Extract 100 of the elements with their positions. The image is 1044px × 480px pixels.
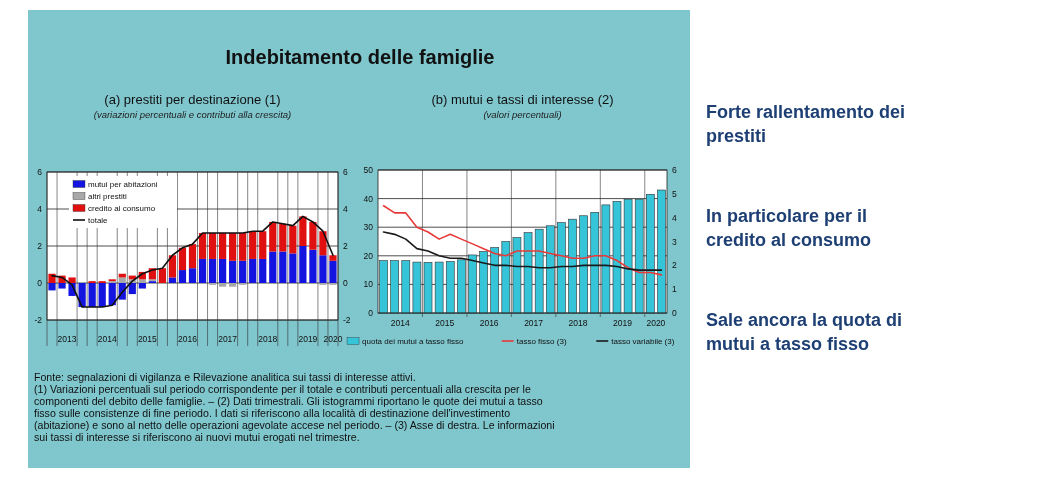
y-tick-label: 0 [37, 278, 43, 288]
bar [198, 258, 207, 283]
chart-title: (b) mutui e tassi di interesse (2) [431, 92, 614, 107]
bar [98, 283, 106, 308]
bar [218, 258, 227, 283]
x-tick-label: 2018 [258, 334, 278, 344]
bar [68, 277, 76, 283]
x-tick-label: 2013 [57, 334, 77, 344]
x-tick-label: 2016 [178, 334, 198, 344]
bar [218, 233, 227, 259]
x-tick-label: 2020 [323, 334, 343, 344]
chart-subtitle: (variazioni percentuali e contributi alla crescita) [93, 109, 292, 120]
legend-label: totale [88, 216, 109, 225]
line-series [382, 231, 663, 271]
y-tick-label: 50 [363, 165, 374, 175]
bar [239, 260, 247, 283]
bar [329, 255, 337, 261]
bar [88, 283, 96, 308]
y-tick-label: 2 [37, 241, 43, 251]
bar [249, 231, 257, 259]
legend-label: altri prestiti [88, 192, 127, 201]
bar [229, 283, 237, 287]
bar [218, 283, 227, 287]
bar [289, 253, 297, 283]
y2-tick-label: 2 [672, 260, 677, 271]
y2-tick-label: 6 [672, 165, 677, 175]
y2-tick-label: 1 [672, 284, 677, 295]
y2-tick-label: 4 [343, 204, 348, 214]
y-tick-label: 6 [37, 167, 43, 177]
y2-tick-label: 6 [343, 167, 348, 177]
text: In particolare per il credito al consumo [706, 206, 872, 250]
bar [319, 231, 327, 256]
bar [309, 221, 317, 250]
bar [309, 249, 317, 283]
bar [269, 221, 277, 252]
bar [534, 228, 544, 314]
x-tick-label: 2020 [646, 318, 666, 328]
bar [479, 251, 488, 314]
legend-label: tasso variabile (3) [611, 337, 675, 346]
line-series [51, 215, 334, 308]
bar [118, 277, 126, 283]
y2-tick-label: 5 [672, 188, 677, 199]
bar [249, 258, 257, 283]
y2-tick-label: 0 [672, 308, 677, 318]
bar [390, 260, 399, 314]
x-tick-label: 2019 [613, 318, 633, 328]
bar [490, 247, 500, 314]
x-tick-label: 2016 [479, 318, 499, 328]
y-tick-label: 10 [363, 279, 374, 290]
y-tick-label: -2 [34, 315, 43, 325]
bar [158, 268, 167, 283]
text: (1) Variazioni percentuali sul periodo corrispondente per il totale e contributi percentuali alla crescita per le componenti del debito delle famiglie. – (2) Dati trimestrali. Gli istogrammi riportano le quote dei mutui a tasso fisso sulle consistenze di fine periodo. I dati si riferiscono alla località di destinazione dell'investimento (abitazione) e sono al netto delle operazioni agevolate accese nel periodo. – (3) Asse di destra. Le informazioni sui tassi di interesse si riferiscono ai nuovi mutui erogati nel trimestre. [34, 383, 555, 443]
y2-tick-label: 4 [672, 212, 677, 223]
x-tick-label: 2017 [524, 318, 544, 328]
source-note: Fonte: segnalazioni di vigilanza e Rilevazione analitica sui tassi di interesse attivi. [34, 371, 416, 383]
bar [178, 270, 187, 283]
x-tick-label: 2015 [435, 318, 455, 328]
text: Indebitamento delle famiglie [225, 46, 495, 68]
y-tick-label: 4 [37, 204, 43, 214]
bar [188, 244, 197, 269]
x-tick-label: 2014 [390, 318, 410, 328]
x-tick-label: 2017 [218, 334, 238, 344]
text: Forte rallentamento dei prestiti [706, 102, 906, 146]
chart-subtitle: (valori percentuali) [483, 109, 562, 120]
bar [279, 251, 287, 283]
bar [168, 277, 177, 283]
bar [138, 279, 146, 283]
bar [188, 268, 197, 283]
y-tick-label: 40 [363, 193, 374, 204]
bar [198, 233, 207, 259]
bar [239, 233, 247, 261]
bar [579, 215, 588, 314]
y-tick-label: 20 [363, 250, 374, 261]
bar [48, 283, 56, 291]
bar [128, 283, 136, 295]
legend-label: mutui per abitazioni [88, 180, 158, 189]
bar [299, 216, 307, 246]
bar [329, 260, 337, 283]
bar [269, 251, 277, 283]
bar [58, 283, 66, 289]
y2-tick-label: 0 [343, 278, 348, 288]
bar [259, 258, 267, 283]
chart-title: (a) prestiti per destinazione (1) [104, 92, 281, 107]
bar [168, 255, 177, 278]
bar [208, 233, 217, 259]
bar [208, 258, 217, 283]
bar [299, 246, 307, 283]
y-tick-label: 0 [368, 308, 374, 318]
bar [138, 283, 146, 289]
bar [108, 283, 116, 306]
bar [379, 260, 388, 314]
y-tick-label: 30 [363, 222, 374, 233]
legend-label: credito al consumo [88, 204, 156, 213]
x-tick-label: 2014 [97, 334, 117, 344]
bar [568, 218, 577, 314]
bar [259, 231, 267, 259]
bar [319, 255, 327, 283]
line-series [382, 204, 663, 276]
bar [657, 189, 666, 314]
bar [279, 223, 287, 252]
